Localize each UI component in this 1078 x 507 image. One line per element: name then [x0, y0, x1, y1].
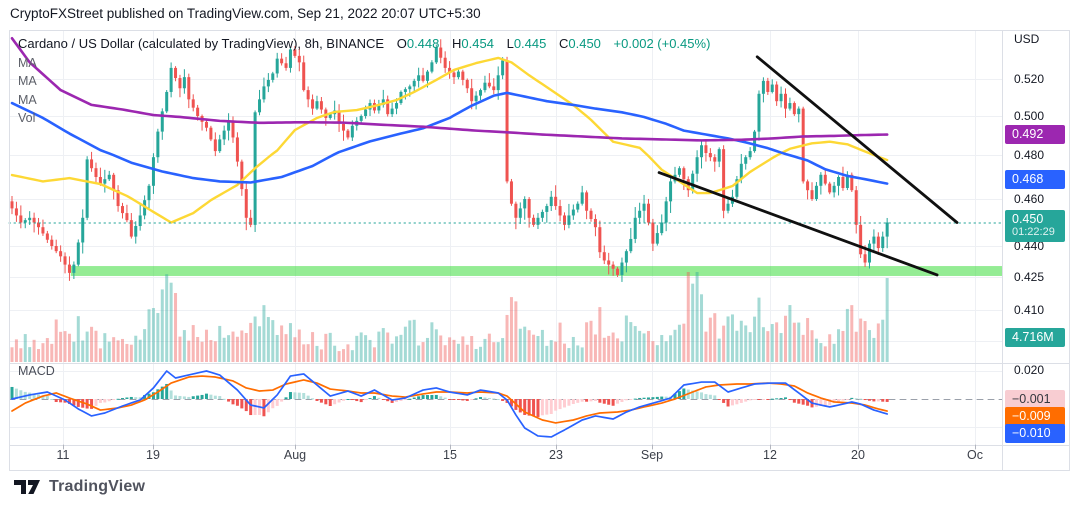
- last-price-badge: 0.450 01:22:29: [1005, 210, 1065, 242]
- time-axis-label: Oc: [967, 448, 983, 462]
- time-axis-label: 11: [56, 448, 70, 462]
- indicator-legend-row[interactable]: MA: [18, 92, 37, 107]
- bar-countdown: 01:22:29: [1012, 226, 1055, 238]
- high-value: 0.454: [461, 36, 494, 51]
- indicator-legend-column: MA MA MA Vol: [18, 54, 37, 128]
- ma-purple-price-badge: 0.492: [1005, 125, 1065, 144]
- price-axis-currency-label: USD: [1014, 32, 1040, 46]
- price-tick-label: 0.460: [1014, 192, 1045, 206]
- symbol-title: Cardano / US Dollar (calculated by Tradi…: [18, 36, 385, 51]
- change-value: +0.002 (+0.45%): [613, 36, 711, 51]
- open-label: O: [396, 36, 407, 51]
- high-label: H: [452, 36, 462, 51]
- time-axis-label: 15: [443, 448, 457, 462]
- symbol-legend[interactable]: Cardano / US Dollar (calculated by Tradi…: [18, 36, 710, 51]
- indicator-legend-row[interactable]: MA: [18, 74, 37, 89]
- time-axis-label: 20: [851, 448, 865, 462]
- macd-axis-tick: 0.020: [1014, 363, 1045, 377]
- macd-histogram-badge: −0.001: [1005, 390, 1065, 409]
- published-header: CryptoFXStreet published on TradingView.…: [10, 6, 481, 21]
- price-tick-label: 0.520: [1014, 72, 1045, 86]
- low-value: 0.445: [513, 36, 547, 51]
- close-value: 0.450: [568, 36, 601, 51]
- time-axis-label: Sep: [640, 448, 664, 462]
- ma-blue-price-badge: 0.468: [1005, 170, 1065, 189]
- tradingview-brand-text: TradingView: [49, 478, 146, 495]
- low-label: L: [506, 36, 514, 51]
- time-axis-label: 23: [549, 448, 563, 462]
- tradingview-logo-icon: [14, 480, 40, 494]
- indicator-legend-row[interactable]: Vol: [18, 111, 36, 126]
- time-axis-label: 19: [146, 448, 160, 462]
- macd-pane-label[interactable]: MACD: [18, 364, 55, 378]
- price-tick-label: 0.440: [1014, 239, 1045, 253]
- price-tick-label: 0.480: [1014, 148, 1045, 162]
- time-axis-label: 12: [763, 448, 777, 462]
- indicator-legend-row[interactable]: MA: [18, 56, 37, 70]
- macd-signal-badge: −0.009: [1005, 407, 1065, 426]
- tradingview-footer[interactable]: TradingView: [14, 478, 145, 496]
- time-axis-label: Aug: [283, 448, 307, 462]
- price-tick-label: 0.425: [1014, 270, 1045, 284]
- volume-badge: 4.716M: [1005, 328, 1065, 347]
- price-tick-label: 0.410: [1014, 303, 1045, 317]
- close-label: C: [558, 36, 569, 51]
- price-tick-label: 0.500: [1014, 109, 1045, 123]
- open-value: 0.448: [406, 36, 440, 51]
- macd-line-badge: −0.010: [1005, 424, 1065, 443]
